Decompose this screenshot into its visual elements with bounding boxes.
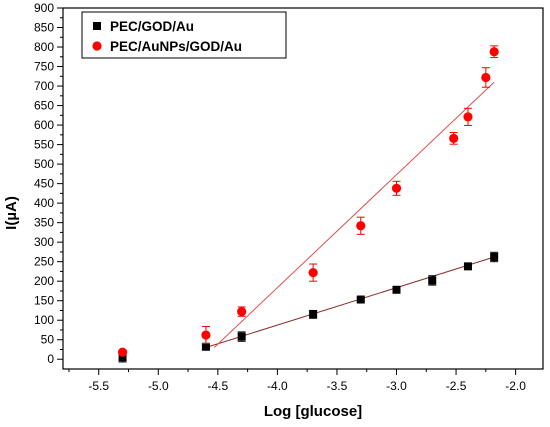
y-tick-label: 600 (34, 118, 54, 132)
legend-marker-circle (92, 41, 102, 51)
x-tick-label: -3.0 (386, 379, 407, 393)
data-point-square (356, 295, 365, 304)
y-tick-label: 300 (34, 235, 54, 249)
data-point-square (201, 342, 210, 351)
y-tick-label: 150 (34, 294, 54, 308)
data-point-circle (481, 72, 491, 83)
y-tick-label: 900 (34, 1, 54, 15)
y-axis-title: I(µA) (3, 196, 20, 230)
data-points (117, 45, 499, 363)
data-point-circle (356, 221, 366, 231)
x-tick-label: -2.5 (446, 379, 467, 393)
data-point-square (309, 310, 318, 319)
y-tick-label: 50 (41, 333, 55, 347)
data-point-circle (449, 133, 459, 143)
y-tick-label: 350 (34, 216, 54, 230)
x-tick-label: -3.5 (327, 379, 348, 393)
x-tick-label: -4.0 (267, 379, 288, 393)
data-point-circle (117, 347, 128, 357)
legend: PEC/GOD/Au PEC/AuNPs/GOD/Au (81, 11, 287, 59)
x-tick-label: -5.5 (88, 379, 109, 393)
axes: -5.5 -5.0 -4.5 -4.0 -3.5 -3.0 -2.5 -2.0 0 50 100 15… (34, 1, 544, 393)
x-axis-title: Log [glucose] (264, 403, 362, 420)
data-point-circle (308, 268, 318, 278)
y-tick-label: 700 (34, 79, 54, 93)
y-tick-label: 550 (34, 138, 54, 152)
data-point-circle (463, 112, 473, 122)
legend-label: PEC/AuNPs/GOD/Au (110, 39, 242, 54)
data-point-circle (391, 183, 402, 193)
data-point-square (490, 252, 499, 261)
data-point-square (428, 276, 437, 285)
y-tick-label: 800 (34, 40, 54, 54)
x-tick-label: -5.0 (148, 379, 169, 393)
y-tick-label: 0 (47, 352, 54, 366)
legend-marker-square (93, 22, 101, 30)
y-tick-label: 200 (34, 274, 54, 288)
fit-line (205, 256, 495, 349)
data-point-circle (201, 330, 211, 340)
legend-box (81, 11, 287, 59)
y-tick-label: 650 (34, 99, 54, 113)
y-tick-label: 400 (34, 196, 54, 210)
fit-line (213, 81, 495, 348)
data-point-circle (237, 307, 247, 317)
y-tick-label: 850 (34, 21, 54, 35)
data-point-square (463, 262, 472, 271)
x-tick-label: -4.5 (207, 379, 228, 393)
y-tick-label: 750 (34, 60, 54, 74)
y-tick-label: 450 (34, 177, 54, 191)
y-tick-label: 500 (34, 157, 54, 171)
data-point-square (392, 285, 401, 294)
data-point-circle (489, 47, 499, 57)
data-point-square (118, 353, 127, 362)
y-tick-label: 100 (34, 313, 54, 327)
y-tick-label: 250 (34, 255, 54, 269)
data-point-square (237, 332, 246, 341)
plot-frame (62, 7, 544, 370)
x-tick-label: -2.0 (505, 379, 526, 393)
fit-lines (205, 81, 495, 349)
legend-label: PEC/GOD/Au (110, 19, 194, 34)
